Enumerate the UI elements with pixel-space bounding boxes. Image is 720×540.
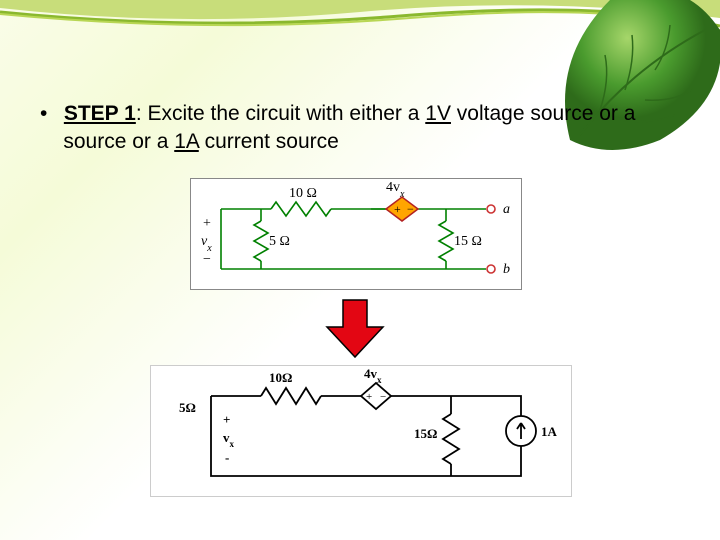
text-p2: voltage source or a xyxy=(451,102,635,125)
slide-content: • STEP 1: Excite the circuit with either… xyxy=(40,100,680,157)
bullet-dot: • xyxy=(40,100,58,128)
r10-label: 10 Ω xyxy=(289,186,317,201)
voltage-val: 1V xyxy=(425,102,451,125)
r5-label: 5 Ω xyxy=(269,234,290,249)
isrc-label: 1A xyxy=(541,424,558,439)
r15-b-label: 15Ω xyxy=(414,426,437,441)
svg-text:−: − xyxy=(407,202,414,216)
svg-text:+: + xyxy=(366,391,372,403)
bullet-line: • STEP 1: Excite the circuit with either… xyxy=(40,100,680,157)
circuit-top: + − 10 Ω 5 Ω 15 Ω 4vx + vx − a b xyxy=(190,178,522,290)
svg-text:−: − xyxy=(380,391,386,403)
dep-src-label: 4v xyxy=(386,180,400,195)
svg-text:vx: vx xyxy=(223,430,235,449)
vx-b-plus: + xyxy=(223,412,230,427)
text-p1: Excite the circuit with either a xyxy=(148,102,426,125)
term-b: b xyxy=(503,262,510,277)
vx-b-minus: - xyxy=(225,450,229,465)
text-p3: current source xyxy=(199,130,339,153)
vx-plus: + xyxy=(203,216,211,231)
dep-sub: x xyxy=(399,189,405,200)
r15-label: 15 Ω xyxy=(454,234,482,249)
r5-b-label: 5Ω xyxy=(179,400,196,415)
r10-b-label: 10Ω xyxy=(269,370,292,385)
svg-text:4vx: 4vx xyxy=(386,180,405,200)
dep-b-label: 4v xyxy=(364,366,378,381)
step-label: STEP 1 xyxy=(64,102,136,125)
arrow-down-icon xyxy=(320,295,390,365)
vx-minus: − xyxy=(203,252,211,267)
circuit-bottom: + − 10Ω 5Ω 15Ω 4vx + vx - 1A xyxy=(150,365,572,497)
svg-text:vx: vx xyxy=(201,234,212,254)
current-val: 1A xyxy=(174,130,199,153)
svg-text:+: + xyxy=(394,202,401,216)
step-sep: : xyxy=(136,102,148,125)
term-a: a xyxy=(503,202,510,217)
dep-b-sub: x xyxy=(377,375,382,385)
svg-text:4vx: 4vx xyxy=(364,366,382,385)
vx-b-sub: x xyxy=(230,439,235,449)
